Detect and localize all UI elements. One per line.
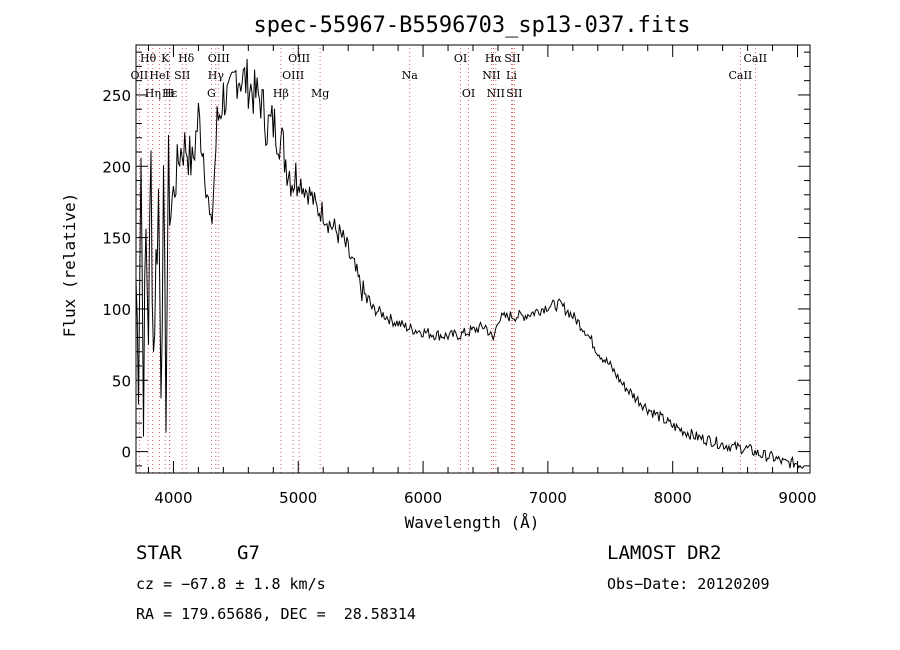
- emission-line-label: CaII: [729, 69, 753, 82]
- observation-date: Obs−Date: 20120209: [607, 575, 770, 593]
- emission-line-label: Hβ: [273, 87, 289, 100]
- emission-line-label: SII: [504, 52, 520, 65]
- emission-line-label: OI: [454, 52, 467, 65]
- emission-line-label: Li: [506, 69, 517, 82]
- emission-line-label: OI: [462, 87, 475, 100]
- emission-line-label: Hθ: [140, 52, 157, 65]
- emission-line-label: Hα: [485, 52, 503, 65]
- x-tick-label: 8000: [654, 489, 692, 507]
- x-tick-label: 9000: [778, 489, 816, 507]
- emission-line-label: H: [165, 87, 175, 100]
- emission-line-label: Hη: [145, 87, 161, 100]
- emission-line-label: NII: [487, 87, 505, 100]
- y-axis-label: Flux (relative): [60, 193, 79, 338]
- object-subclass: G7: [237, 542, 260, 564]
- emission-line-label: HeI: [149, 69, 169, 82]
- emission-line-label: Hγ: [208, 69, 225, 82]
- emission-line-label: Hδ: [178, 52, 195, 65]
- plot-frame: [135, 44, 811, 474]
- emission-line-label: Na: [402, 69, 419, 82]
- survey-name: LAMOST DR2: [607, 542, 722, 564]
- emission-line-label: Mg: [311, 87, 329, 100]
- redshift-velocity: cz = −67.8 ± 1.8 km/s: [136, 575, 326, 593]
- emission-line-label: G: [207, 87, 216, 100]
- emission-line-label: K: [161, 52, 170, 65]
- emission-line-label: Hε: [162, 87, 178, 100]
- axis-ticks: 4000 5000 6000 7000 8000 9000 0 50 100 150 200 250: [102, 45, 817, 507]
- y-tick-label: 250: [102, 87, 131, 105]
- x-axis-label: Wavelength (Å): [405, 513, 540, 532]
- object-class: STAR: [136, 542, 182, 564]
- x-tick-label: 5000: [279, 489, 317, 507]
- chart-title: spec-55967-B5596703_sp13-037.fits: [253, 13, 690, 38]
- emission-line-label: OIII: [288, 52, 310, 65]
- emission-line-label: OIII: [282, 69, 304, 82]
- y-tick-label: 150: [102, 230, 131, 248]
- sky-coordinates: RA = 179.65686, DEC = 28.58314: [136, 605, 416, 623]
- x-tick-label: 4000: [154, 489, 192, 507]
- emission-line-label: OIII: [208, 52, 230, 65]
- emission-line-label: CaII: [743, 52, 767, 65]
- emission-line-label: SII: [506, 87, 522, 100]
- x-tick-label: 7000: [529, 489, 567, 507]
- emission-line-markers: [138, 48, 756, 473]
- x-tick-label: 6000: [404, 489, 442, 507]
- emission-line-label: NII: [482, 69, 500, 82]
- y-tick-label: 200: [102, 158, 131, 176]
- emission-line-label: OII: [131, 69, 149, 82]
- y-tick-label: 100: [102, 301, 131, 319]
- y-tick-label: 0: [121, 444, 131, 462]
- spectrum-line: [135, 58, 805, 469]
- emission-line-label: SII: [174, 69, 190, 82]
- y-tick-label: 50: [112, 372, 131, 390]
